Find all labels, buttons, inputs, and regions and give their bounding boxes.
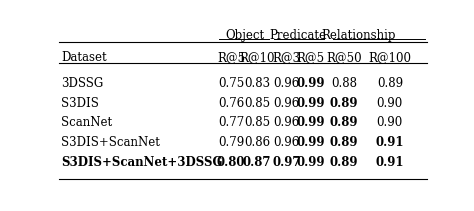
Text: 3DSSG: 3DSSG xyxy=(61,77,103,90)
Text: R@50: R@50 xyxy=(326,51,362,64)
Text: R@10: R@10 xyxy=(239,51,274,64)
Text: R@3: R@3 xyxy=(272,51,301,64)
Text: 0.99: 0.99 xyxy=(297,77,325,90)
Text: 0.85: 0.85 xyxy=(244,97,270,110)
Text: 0.96: 0.96 xyxy=(273,116,300,129)
Text: 0.86: 0.86 xyxy=(244,136,270,149)
Text: 0.97: 0.97 xyxy=(272,156,301,169)
Text: R@5: R@5 xyxy=(297,51,325,64)
Text: 0.91: 0.91 xyxy=(375,156,404,169)
Text: R@100: R@100 xyxy=(368,51,411,64)
Text: Dataset: Dataset xyxy=(61,51,107,64)
Text: 0.91: 0.91 xyxy=(375,136,404,149)
Text: 0.96: 0.96 xyxy=(273,136,300,149)
Text: R@5: R@5 xyxy=(217,51,245,64)
Text: 0.85: 0.85 xyxy=(244,116,270,129)
Text: 0.79: 0.79 xyxy=(218,136,244,149)
Text: 0.96: 0.96 xyxy=(273,97,300,110)
Text: 0.76: 0.76 xyxy=(218,97,244,110)
Text: 0.90: 0.90 xyxy=(377,116,403,129)
Text: 0.89: 0.89 xyxy=(377,77,403,90)
Text: 0.99: 0.99 xyxy=(297,156,325,169)
Text: 0.77: 0.77 xyxy=(218,116,244,129)
Text: 0.87: 0.87 xyxy=(243,156,271,169)
Text: 0.88: 0.88 xyxy=(331,77,357,90)
Text: 0.80: 0.80 xyxy=(217,156,246,169)
Text: Object: Object xyxy=(225,28,264,42)
Text: 0.90: 0.90 xyxy=(377,97,403,110)
Text: 0.83: 0.83 xyxy=(244,77,270,90)
Text: 0.89: 0.89 xyxy=(330,156,358,169)
Text: 0.99: 0.99 xyxy=(297,136,325,149)
Text: 0.89: 0.89 xyxy=(330,136,358,149)
Text: Predicate: Predicate xyxy=(270,28,327,42)
Text: Relationship: Relationship xyxy=(321,28,396,42)
Text: 0.89: 0.89 xyxy=(330,97,358,110)
Text: 0.99: 0.99 xyxy=(297,116,325,129)
Text: 0.89: 0.89 xyxy=(330,116,358,129)
Text: 0.99: 0.99 xyxy=(297,97,325,110)
Text: 0.75: 0.75 xyxy=(218,77,244,90)
Text: S3DIS+ScanNet+3DSSG: S3DIS+ScanNet+3DSSG xyxy=(61,156,223,169)
Text: S3DIS+ScanNet: S3DIS+ScanNet xyxy=(61,136,160,149)
Text: 0.96: 0.96 xyxy=(273,77,300,90)
Text: S3DIS: S3DIS xyxy=(61,97,99,110)
Text: ScanNet: ScanNet xyxy=(61,116,112,129)
